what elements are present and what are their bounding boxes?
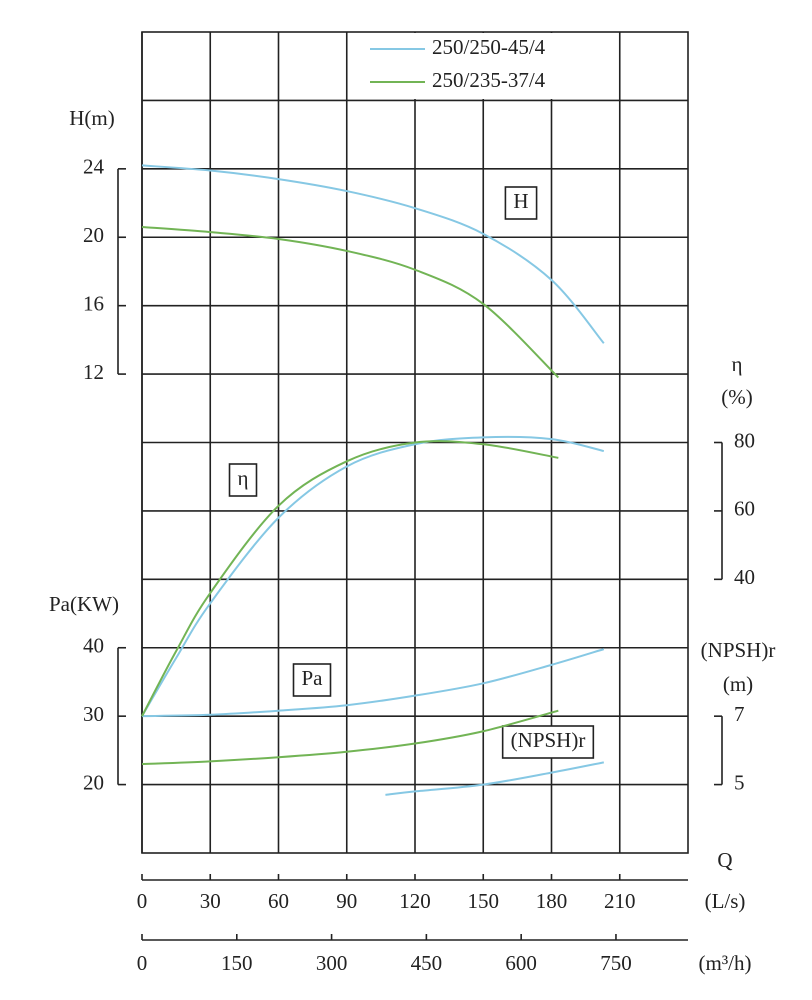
y-tick-label: 12 bbox=[83, 360, 104, 384]
x2-tick-label: 150 bbox=[221, 951, 253, 975]
y-tick-label: 7 bbox=[734, 702, 745, 726]
x2-unit: (m³/h) bbox=[699, 951, 752, 975]
curve-label-box bbox=[501, 725, 595, 759]
curve-label: Pa bbox=[302, 666, 324, 690]
x-tick-label: 60 bbox=[268, 889, 289, 913]
y-tick-label: 30 bbox=[83, 702, 104, 726]
x-tick-label: 150 bbox=[468, 889, 500, 913]
x2-tick-label: 450 bbox=[411, 951, 443, 975]
y-tick-label: 20 bbox=[83, 770, 104, 794]
curve-label: (NPSH)r bbox=[511, 728, 586, 752]
curve bbox=[141, 164, 605, 344]
y-tick-label: 5 bbox=[734, 770, 745, 794]
x-axis-label: Q bbox=[717, 848, 732, 872]
axis-label: (m) bbox=[723, 672, 753, 696]
x-tick-label: 90 bbox=[336, 889, 357, 913]
x-tick-label: 180 bbox=[536, 889, 568, 913]
y-tick-label: 20 bbox=[83, 223, 104, 247]
curve-label: η bbox=[238, 466, 249, 490]
y-tick-label: 24 bbox=[83, 155, 105, 179]
y-tick-label: 40 bbox=[83, 634, 104, 658]
curve bbox=[141, 709, 559, 766]
x-tick-label: 0 bbox=[137, 889, 148, 913]
legend-label: 250/235-37/4 bbox=[432, 68, 546, 92]
curve bbox=[141, 435, 605, 717]
axis-label: Pa(KW) bbox=[49, 592, 119, 616]
x2-tick-label: 750 bbox=[600, 951, 632, 975]
axis-label: (%) bbox=[721, 385, 752, 409]
x-unit: (L/s) bbox=[705, 889, 746, 913]
axis-label: H(m) bbox=[69, 106, 115, 130]
curve-label-box bbox=[504, 186, 538, 220]
axis-label: η bbox=[732, 352, 743, 376]
y-tick-label: 40 bbox=[734, 565, 755, 589]
curve bbox=[141, 648, 605, 718]
y-tick-label: 16 bbox=[83, 291, 104, 315]
x2-tick-label: 0 bbox=[137, 951, 148, 975]
curve bbox=[141, 440, 559, 717]
legend-label: 250/250-45/4 bbox=[432, 35, 546, 59]
x-tick-label: 120 bbox=[399, 889, 431, 913]
curve bbox=[141, 225, 560, 379]
curve-label: H bbox=[513, 189, 528, 213]
legend-box bbox=[360, 33, 610, 99]
y-tick-label: 80 bbox=[734, 428, 755, 452]
curve-label-box bbox=[228, 463, 258, 497]
x2-tick-label: 300 bbox=[316, 951, 348, 975]
x2-tick-label: 600 bbox=[505, 951, 537, 975]
curve bbox=[385, 761, 605, 796]
curve-label-box bbox=[292, 663, 332, 697]
x-tick-label: 210 bbox=[604, 889, 636, 913]
y-tick-label: 60 bbox=[734, 497, 755, 521]
axis-label: (NPSH)r bbox=[701, 638, 776, 662]
x-tick-label: 30 bbox=[200, 889, 221, 913]
